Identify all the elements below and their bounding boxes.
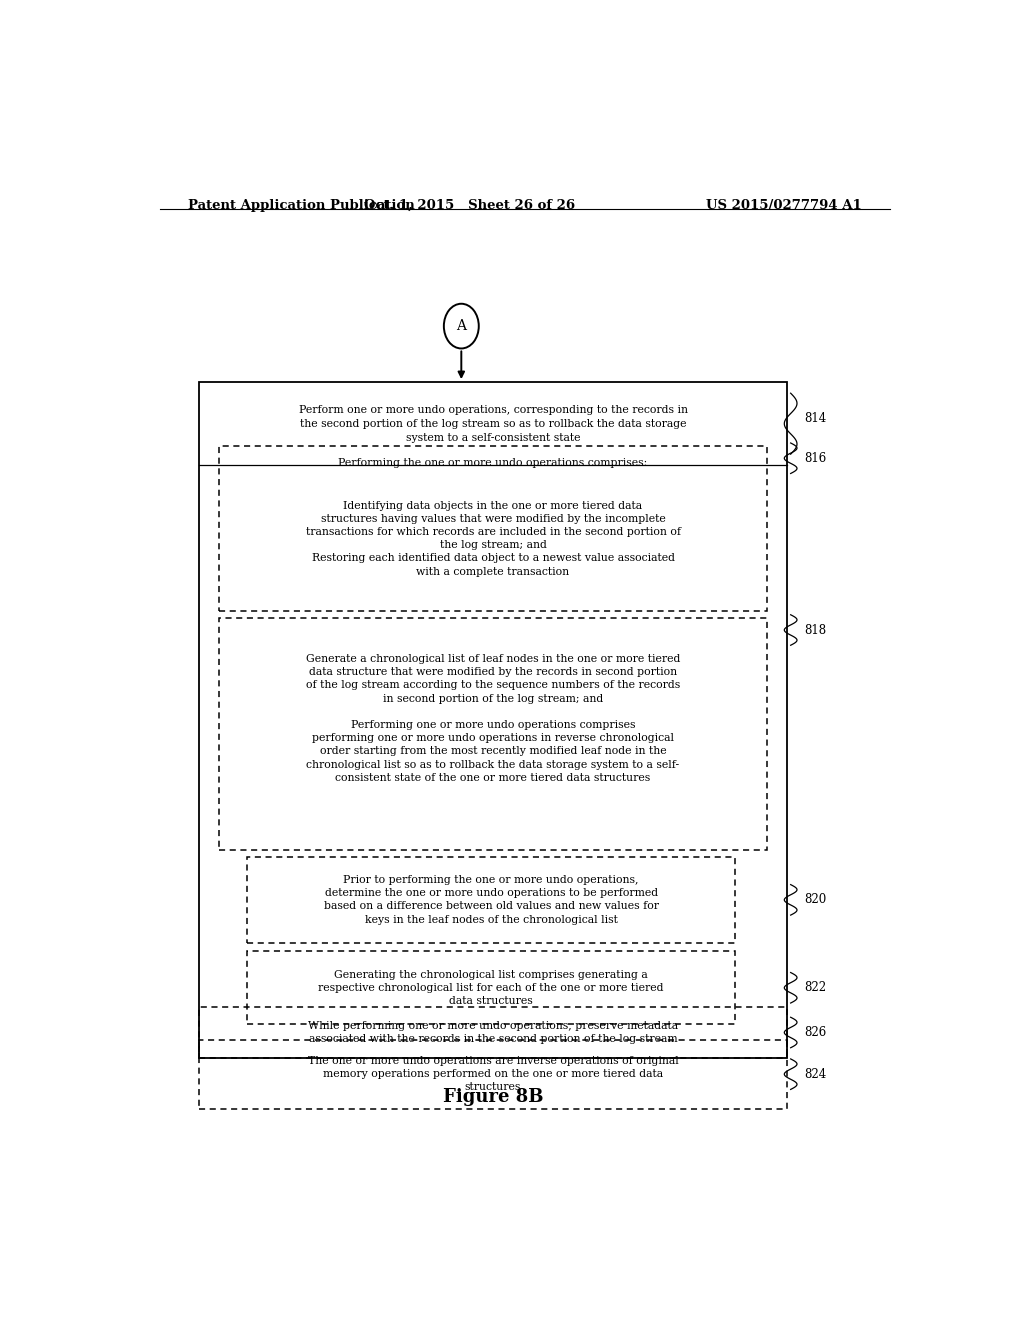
- Text: Identifying data objects in the one or more tiered data
structures having values: Identifying data objects in the one or m…: [305, 500, 681, 577]
- Text: 826: 826: [804, 1026, 826, 1039]
- Text: Performing the one or more undo operations comprises:: Performing the one or more undo operatio…: [338, 458, 648, 469]
- Text: US 2015/0277794 A1: US 2015/0277794 A1: [707, 199, 862, 213]
- Text: Perform one or more undo operations, corresponding to the records in
the second : Perform one or more undo operations, cor…: [299, 405, 687, 442]
- Bar: [219, 618, 767, 850]
- Text: Oct. 1, 2015   Sheet 26 of 26: Oct. 1, 2015 Sheet 26 of 26: [364, 199, 574, 213]
- Text: 818: 818: [804, 623, 826, 636]
- Bar: [200, 381, 786, 1057]
- Bar: [200, 1007, 786, 1057]
- Text: Generating the chronological list comprises generating a
respective chronologica: Generating the chronological list compri…: [318, 970, 664, 1006]
- Text: 820: 820: [804, 894, 826, 907]
- Text: Prior to performing the one or more undo operations,
determine the one or more u: Prior to performing the one or more undo…: [324, 875, 658, 925]
- Text: Generate a chronological list of leaf nodes in the one or more tiered
data struc: Generate a chronological list of leaf no…: [306, 653, 680, 783]
- Text: 816: 816: [804, 451, 826, 465]
- Text: A: A: [457, 319, 466, 333]
- Text: The one or more undo operations are inverse operations of original
memory operat: The one or more undo operations are inve…: [307, 1056, 679, 1093]
- Text: 824: 824: [804, 1068, 826, 1081]
- Text: Patent Application Publication: Patent Application Publication: [187, 199, 415, 213]
- Text: 822: 822: [804, 981, 826, 994]
- Bar: [247, 857, 735, 942]
- Bar: [219, 446, 767, 611]
- Text: 814: 814: [804, 412, 826, 425]
- Text: Figure 8B: Figure 8B: [442, 1088, 544, 1106]
- Bar: [200, 1040, 786, 1109]
- Text: While performing one or more undo operations, preserve metadata
associated with : While performing one or more undo operat…: [308, 1020, 678, 1044]
- Bar: [247, 952, 735, 1024]
